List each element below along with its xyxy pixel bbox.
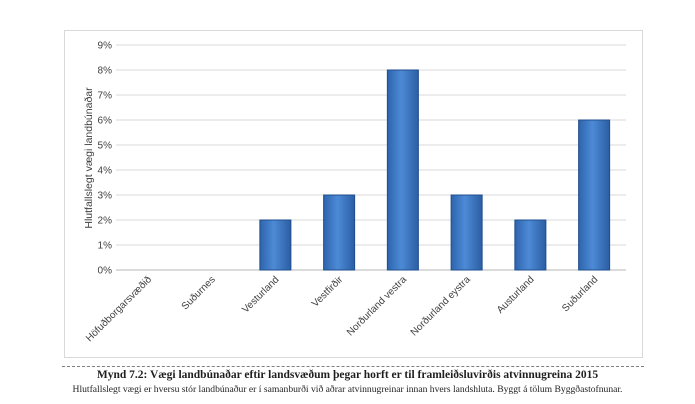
bar: [450, 194, 483, 271]
x-tick-label: Höfuðborgarsvæðið: [83, 273, 154, 344]
x-tick-label: Norðurland vestra: [344, 273, 409, 338]
y-tick-label: 5%: [98, 141, 113, 152]
bar: [514, 219, 547, 271]
x-tick-label: Norðurland eystra: [408, 273, 473, 338]
figure-caption-title: Mynd 7.2: Vægi landbúnaðar eftir landsvæ…: [96, 369, 599, 381]
x-tick-label: Austurland: [495, 274, 537, 316]
x-tick-label: Suðurnes: [179, 274, 218, 313]
y-tick-label: 0%: [98, 266, 113, 277]
x-tick-label: Vesturland: [240, 274, 281, 315]
y-tick-label: 3%: [98, 191, 113, 202]
y-tick-label: 4%: [98, 166, 113, 177]
y-tick-label: 2%: [98, 216, 113, 227]
y-axis-ticks: 0% 1% 2% 3% 4% 5% 6% 7% 8% 9%: [98, 41, 113, 277]
bar: [578, 119, 611, 271]
bars: [259, 69, 611, 271]
y-axis-label: Hlutfallslegt vægi landbúnaðar: [83, 87, 95, 229]
bar: [323, 194, 356, 271]
bar: [386, 69, 419, 271]
y-tick-label: 9%: [98, 41, 113, 52]
y-tick-label: 8%: [98, 66, 113, 77]
y-tick-label: 1%: [98, 241, 113, 252]
bar-chart: 0% 1% 2% 3% 4% 5% 6% 7% 8% 9% Höfuðborgarsvæðið Su…: [83, 41, 626, 344]
y-tick-label: 6%: [98, 116, 113, 127]
caption-divider: [62, 366, 644, 367]
chart-area: [64, 30, 643, 358]
gridlines: [116, 44, 626, 271]
y-tick-label: 7%: [98, 91, 113, 102]
figure-caption-text: Hlutfallslegt vægi er hversu stór landbú…: [72, 384, 623, 395]
x-tick-label: Vestfirðir: [309, 273, 345, 309]
x-axis-ticks: Höfuðborgarsvæðið Suðurnes Vesturland Vestf…: [83, 273, 600, 344]
x-tick-label: Suðurland: [560, 274, 601, 315]
bar: [259, 219, 292, 271]
